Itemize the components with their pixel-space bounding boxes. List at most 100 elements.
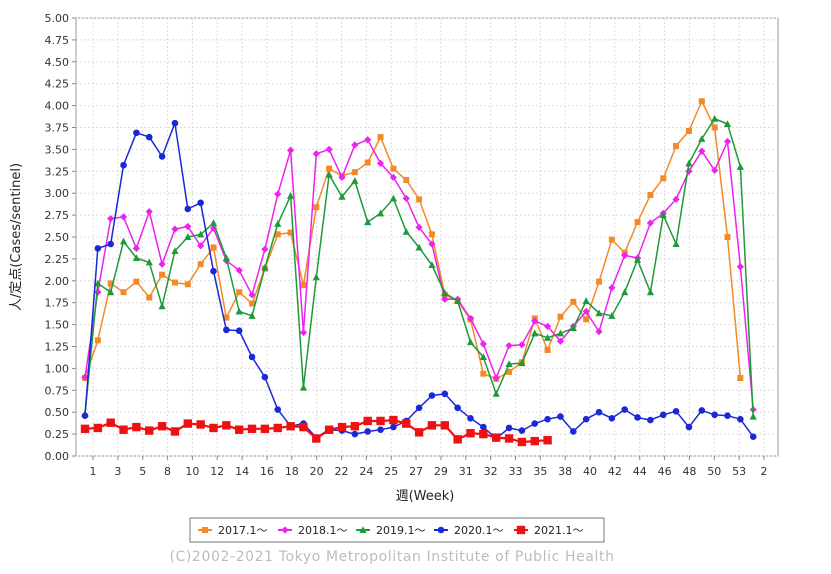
data-point [492,374,500,382]
y-tick-label: 3.00 [45,187,70,200]
data-point [737,375,744,382]
x-tick-label: 27 [409,465,423,478]
data-point [184,205,192,213]
data-point [633,255,642,263]
data-point [94,279,102,287]
data-point [672,195,680,203]
data-point [197,230,205,238]
data-point [145,258,153,266]
data-point [711,166,719,175]
data-point [94,337,101,344]
data-point [518,359,526,367]
data-point [608,284,616,292]
x-tick-label: 25 [384,465,398,478]
legend-item: 2019.1～ [356,524,426,537]
data-point [364,159,371,166]
y-tick-label: 2.00 [45,275,70,288]
x-tick-label: 3 [114,465,121,478]
y-tick-label: 2.25 [45,253,70,266]
x-tick-label: 2 [761,465,768,478]
data-point [672,240,680,248]
data-point [415,223,423,231]
data-point [159,271,166,278]
data-point [247,424,257,434]
data-point [337,422,347,432]
data-point [415,243,423,251]
data-point [248,353,256,361]
data-point [389,173,397,182]
data-point [685,423,693,431]
data-point [544,322,552,330]
data-point [157,422,167,431]
data-point [437,526,445,534]
data-point [325,171,333,178]
data-point [210,267,217,275]
data-point [415,404,423,412]
data-point [106,418,115,427]
legend-label: 2021.1～ [534,524,584,537]
data-point [454,297,462,304]
x-tick-label: 48 [682,465,696,478]
data-point [133,129,140,137]
x-tick-label: 38 [558,465,572,478]
data-point [544,415,551,423]
y-axis-ticks: 0.00 0.25 0.50 0.75 1.00 1.25 1.50 1.75 2.00 2.25… [45,12,76,463]
data-point [466,314,475,323]
y-tick-label: 0.75 [45,384,70,397]
data-point [531,329,539,337]
data-point [171,279,178,286]
data-point [171,119,179,127]
data-point [543,436,552,445]
legend-label: 2018.1～ [298,524,348,537]
data-point [518,341,526,349]
data-point [94,288,102,296]
x-tick-label: 44 [633,465,647,478]
x-tick-label: 18 [285,465,299,478]
data-point [80,424,90,434]
data-point [364,428,372,435]
data-point [158,153,166,160]
y-tick-label: 2.75 [45,209,70,222]
data-point [338,192,346,200]
data-point [427,421,437,430]
data-point [531,420,539,427]
data-point [582,415,590,423]
data-point [402,227,410,235]
data-point [222,254,230,262]
data-point [480,370,487,377]
data-point [698,407,706,414]
y-tick-label: 1.25 [45,341,70,354]
data-point [480,423,487,431]
data-point [363,416,372,426]
data-point [170,427,180,436]
data-point [621,406,628,413]
data-point [646,219,654,227]
data-point [261,373,269,381]
data-point [209,423,218,433]
data-point [505,424,513,432]
legend-item: 2018.1～ [278,524,348,537]
data-point [325,145,333,153]
data-point [299,328,308,337]
data-point [403,177,410,184]
data-point [646,288,654,296]
data-point [351,169,358,176]
data-point [158,302,166,310]
legend-label: 2017.1～ [218,524,268,537]
data-point [248,291,256,299]
y-tick-label: 0.25 [45,428,70,441]
data-point [158,260,166,268]
x-tick-label: 1 [90,465,97,478]
data-point [107,215,115,223]
data-point [274,231,281,238]
data-point [608,236,615,243]
data-point [107,240,114,248]
y-tick-label: 1.00 [45,362,70,375]
gridlines [76,17,778,457]
data-point [647,191,654,198]
data-point [287,229,294,236]
y-tick-label: 0.50 [45,406,70,419]
x-tick-label: 10 [185,465,199,478]
data-point [749,412,757,420]
data-point [518,427,526,434]
